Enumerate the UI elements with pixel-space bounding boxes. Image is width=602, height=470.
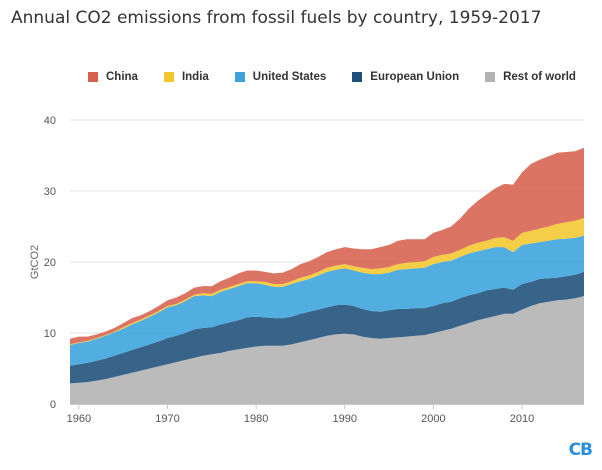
- x-tick-label: 1990: [332, 413, 356, 425]
- legend-swatch: [234, 72, 245, 82]
- legend-swatch: [88, 72, 98, 82]
- y-tick-label: 20: [44, 257, 56, 269]
- legend-label: India: [181, 71, 209, 83]
- chart-title: Annual CO2 emissions from fossil fuels b…: [11, 8, 542, 28]
- area-united-states: [70, 235, 584, 366]
- y-tick-label: 40: [44, 115, 56, 127]
- legend-swatch: [485, 72, 496, 82]
- x-tick-label: 1960: [67, 413, 91, 425]
- legend-swatch: [163, 72, 174, 82]
- x-tick-label: 2010: [510, 413, 534, 425]
- legend-label: United States: [252, 71, 327, 83]
- area-india: [70, 218, 584, 346]
- area-european-union: [70, 271, 584, 384]
- y-tick-label: 10: [44, 328, 56, 340]
- chart-legend: China India United States European Union Res…: [88, 71, 602, 83]
- y-axis-label: GtCO2: [29, 245, 41, 279]
- legend-label: European Union: [370, 71, 460, 83]
- area-rest-of-world: [70, 296, 584, 404]
- x-tick-label: 1980: [244, 413, 268, 425]
- legend-label: Rest of world: [503, 71, 576, 83]
- area-china: [70, 147, 584, 345]
- y-tick-label: 0: [50, 399, 56, 411]
- legend-item-india: India: [163, 71, 209, 83]
- axes: 0 10 20 30 40 1960 1970 1980 1990 2000 2010: [44, 115, 584, 425]
- legend-item-european-union: European Union: [352, 71, 459, 83]
- legend-swatch: [352, 72, 363, 82]
- legend-item-united-states: United States: [234, 71, 327, 83]
- y-tick-label: 30: [44, 186, 56, 198]
- x-tick-label: 2000: [421, 413, 445, 425]
- x-tick-label: 1970: [155, 413, 179, 425]
- stacked-areas: [70, 147, 584, 404]
- legend-item-china: China: [88, 71, 138, 83]
- legend-label: China: [106, 71, 138, 83]
- legend-item-rest-of-world: Rest of world: [485, 71, 576, 83]
- carbon-brief-logo: CB: [568, 440, 593, 460]
